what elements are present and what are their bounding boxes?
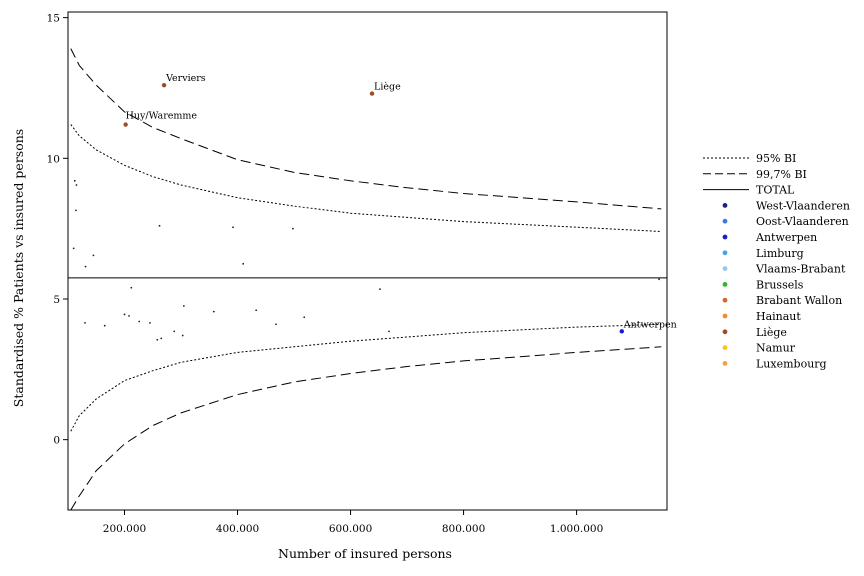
point-20 [303, 316, 306, 319]
legend-label-7: Vlaams-Brabant [755, 263, 846, 276]
point-19 [255, 309, 258, 312]
legend: 95% BI 99,7% BI TOTAL West-Vlaanderen Oost-V… [703, 152, 850, 370]
legend-label-2: TOTAL [756, 184, 795, 197]
legend-label-6: Limburg [756, 247, 804, 260]
y-tick-label-2: 10 [47, 153, 60, 165]
point-30 [173, 330, 176, 333]
legend-label-11: Liège [756, 326, 787, 339]
point-25 [138, 320, 141, 323]
label-verviers: Verviers [165, 73, 206, 84]
point-31 [181, 334, 184, 337]
point-32 [388, 330, 390, 333]
point-28 [156, 338, 159, 341]
legend-marker-11 [722, 329, 728, 335]
point-12 [242, 262, 245, 265]
legend-marker-3 [722, 203, 728, 208]
legend-label-10: Hainaut [756, 310, 801, 323]
x-tick-label-4: 1.000.000 [550, 523, 603, 535]
point-9 [92, 254, 95, 257]
point-13 [292, 227, 294, 230]
point-21 [84, 321, 86, 324]
point-6 [75, 209, 77, 212]
point-24 [128, 314, 130, 317]
x-tick-label-1: 400.000 [216, 523, 259, 535]
point-huy [123, 122, 128, 127]
legend-marker-8 [722, 282, 728, 287]
y-axis: 0 5 10 15 [47, 13, 68, 447]
legend-label-5: Antwerpen [755, 231, 817, 244]
x-tick-label-3: 800.000 [442, 523, 485, 535]
point-26 [149, 321, 151, 324]
y-tick-label-0: 0 [53, 435, 60, 447]
legend-label-12: Namur [756, 342, 796, 355]
point-4 [73, 179, 76, 182]
ci95-upper-line [70, 124, 662, 232]
label-liege: Liège [374, 82, 401, 93]
label-huy: Huy/Waremme [126, 111, 198, 122]
point-labels: Verviers Liège Huy/Waremme Antwerpen [126, 73, 677, 330]
ci997-upper-line [70, 48, 662, 210]
legend-label-0: 95% BI [756, 152, 796, 165]
legend-label-4: Oost-Vlaanderen [756, 215, 849, 228]
legend-marker-13 [722, 361, 728, 366]
point-liege [369, 91, 375, 96]
legend-label-9: Brabant Wallon [756, 294, 842, 307]
point-22 [103, 324, 106, 327]
point-18 [212, 310, 215, 313]
point-14 [658, 278, 660, 281]
point-7 [72, 247, 75, 250]
ci95-lower-line [70, 323, 662, 432]
data-points [72, 82, 660, 341]
point-8 [84, 265, 87, 268]
confidence-bands [70, 48, 662, 511]
point-antwerpen [619, 329, 624, 334]
point-15 [130, 286, 133, 289]
point-16 [379, 288, 381, 291]
x-tick-label-2: 600.000 [329, 523, 372, 535]
ci997-lower-line [70, 346, 662, 511]
legend-label-8: Brussels [756, 278, 804, 291]
point-27 [275, 323, 277, 326]
point-29 [160, 337, 163, 340]
legend-label-3: West-Vlaanderen [756, 199, 850, 212]
x-axis: 200.000 400.000 600.000 800.000 1.000.000 [103, 510, 603, 535]
legend-marker-5 [722, 234, 728, 240]
legend-marker-12 [722, 345, 728, 350]
legend-label-13: Luxembourg [756, 357, 827, 370]
label-antwerpen: Antwerpen [623, 319, 677, 330]
point-10 [158, 224, 161, 227]
legend-marker-4 [722, 218, 728, 224]
point-5 [75, 184, 78, 186]
plot-frame [67, 11, 668, 511]
legend-label-1: 99,7% BI [756, 168, 807, 181]
x-tick-label-0: 200.000 [103, 523, 146, 535]
y-tick-label-3: 15 [47, 13, 60, 25]
legend-marker-9 [722, 297, 728, 303]
point-17 [182, 305, 185, 307]
legend-marker-6 [722, 250, 728, 256]
y-tick-label-1: 5 [53, 294, 60, 306]
point-verviers [161, 82, 167, 88]
y-axis-label: Standardised % Patients vs insured perso… [11, 129, 26, 407]
point-11 [232, 226, 234, 229]
x-axis-label: Number of insured persons [278, 546, 452, 561]
legend-marker-10 [722, 313, 728, 319]
point-23 [123, 313, 126, 316]
legend-marker-7 [722, 266, 728, 271]
